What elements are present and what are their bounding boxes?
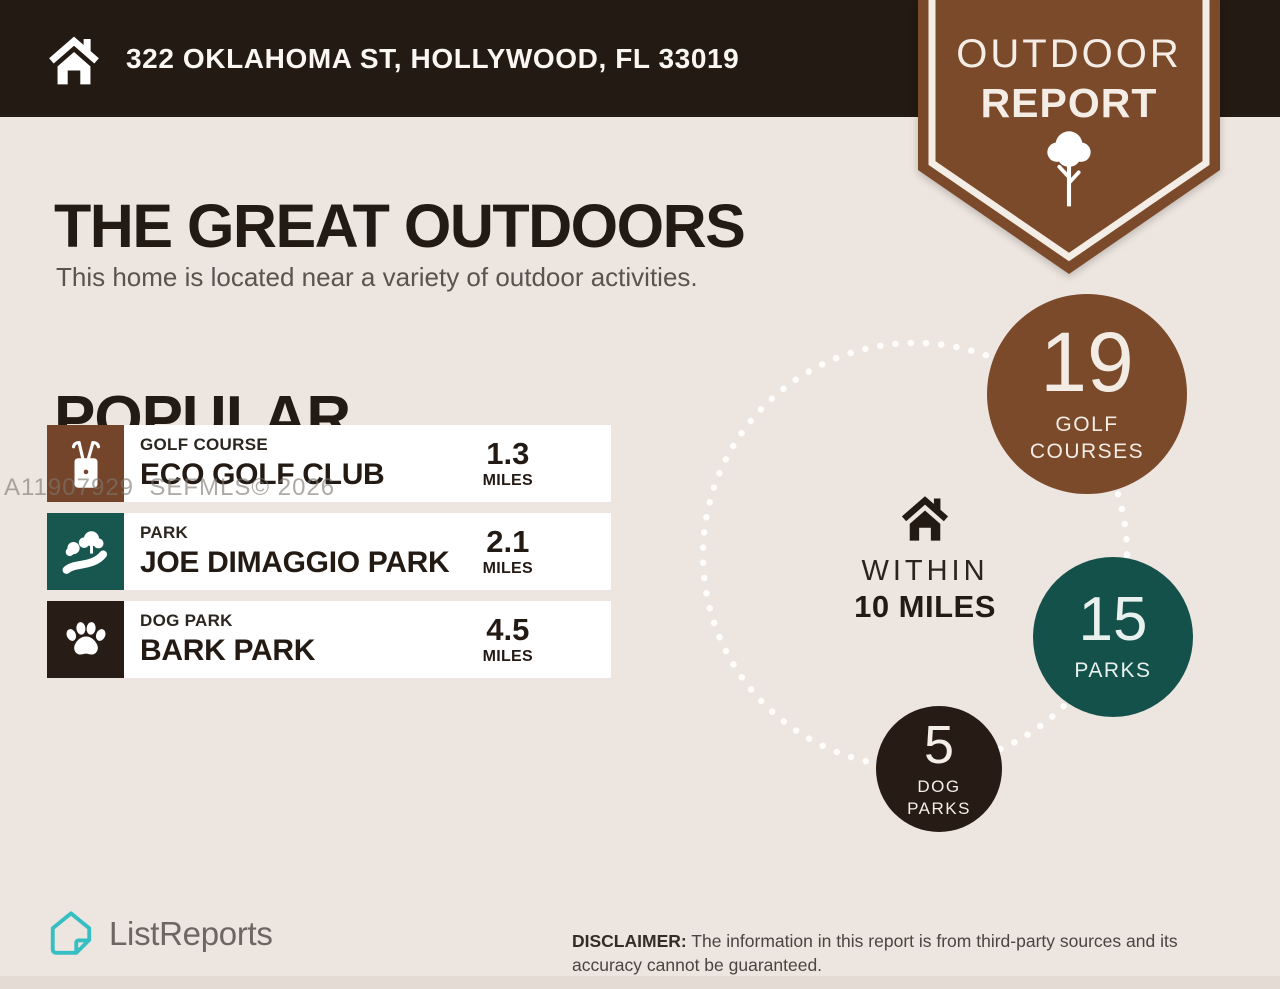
distance-unit: MILES	[482, 471, 533, 489]
listreports-logo: ListReports	[46, 910, 273, 957]
place-info: PARK JOE DIMAGGIO PARK	[140, 523, 450, 580]
stat-circle-golf-courses: 19 GOLF COURSES	[987, 294, 1187, 494]
disclaimer-body: The information in this report is from t…	[572, 930, 1178, 975]
stat-value: 15	[1078, 585, 1148, 655]
paw-icon	[66, 622, 105, 655]
disclaimer-label: DISCLAIMER:	[572, 930, 687, 951]
dog-park-card: DOG PARK BARK PARK 4.5 MILES	[124, 601, 611, 678]
place-name: BARK PARK	[140, 634, 316, 667]
dog-park-tile	[47, 601, 124, 678]
brand-name: ListReports	[109, 914, 273, 952]
home-icon	[49, 36, 99, 84]
distance-unit: MILES	[482, 647, 533, 665]
tree-icon	[1047, 131, 1091, 207]
house-icon	[901, 496, 949, 541]
list-item-park: PARK JOE DIMAGGIO PARK 2.1 MILES	[47, 513, 611, 590]
radius-miles-text: 10 MILES	[854, 589, 996, 624]
park-tile	[47, 513, 124, 590]
place-name: ECO GOLF CLUB	[140, 458, 385, 491]
park-card: PARK JOE DIMAGGIO PARK 2.1 MILES	[124, 513, 611, 590]
radius-within-text: WITHIN	[861, 555, 989, 587]
place-info: GOLF COURSE ECO GOLF CLUB	[140, 435, 385, 492]
list-item-golf-course: GOLF COURSE ECO GOLF CLUB 1.3 MILES	[47, 425, 611, 502]
outdoor-report-badge: OUTDOOR REPORT	[918, 0, 1220, 278]
golf-bag-icon	[71, 440, 100, 488]
place-distance: 2.1 MILES	[483, 526, 533, 578]
badge-line1: OUTDOOR	[956, 32, 1182, 76]
stat-circle-parks: 15 PARKS	[1033, 557, 1193, 717]
page-title: THE GREAT OUTDOORS	[54, 191, 746, 260]
mls-watermark: A11907929 SEFMLS© 2026	[4, 474, 336, 501]
place-distance: 4.5 MILES	[483, 614, 533, 666]
property-address: 322 OKLAHOMA ST, HOLLYWOOD, FL 33019	[126, 42, 740, 74]
stat-label: DOG PARKS	[907, 776, 971, 818]
stat-value: 5	[923, 714, 955, 775]
stat-circle-dog-parks: 5 DOG PARKS	[876, 706, 1002, 832]
page-subtitle: This home is located near a variety of o…	[56, 262, 698, 292]
bottom-strip	[0, 976, 1280, 989]
radius-dotted-ring	[699, 339, 1131, 771]
distance-value: 1.3	[486, 435, 530, 471]
disclaimer-text: DISCLAIMER: The information in this repo…	[572, 929, 1248, 977]
stat-value: 19	[1040, 314, 1134, 409]
park-icon	[62, 530, 107, 574]
popular-places-list: GOLF COURSE ECO GOLF CLUB 1.3 MILES	[47, 425, 611, 678]
stat-label: PARKS	[1074, 659, 1152, 683]
place-category: DOG PARK	[140, 611, 233, 630]
list-item-dog-park: DOG PARK BARK PARK 4.5 MILES	[47, 601, 611, 678]
stat-label: GOLF COURSES	[1029, 412, 1145, 463]
radius-label: WITHIN 10 MILES	[840, 492, 1010, 625]
listreports-logo-icon	[50, 911, 92, 955]
distance-value: 4.5	[486, 611, 530, 647]
place-info: DOG PARK BARK PARK	[140, 611, 315, 668]
place-category: PARK	[140, 523, 189, 542]
badge-line2: REPORT	[980, 80, 1158, 126]
place-category: GOLF COURSE	[140, 435, 268, 454]
distance-unit: MILES	[482, 559, 533, 577]
golf-tile	[47, 425, 124, 502]
badge-text: OUTDOOR REPORT	[918, 32, 1220, 127]
golf-course-card: GOLF COURSE ECO GOLF CLUB 1.3 MILES	[124, 425, 611, 502]
place-distance: 1.3 MILES	[483, 438, 533, 490]
distance-value: 2.1	[486, 523, 530, 559]
place-name: JOE DIMAGGIO PARK	[140, 546, 450, 579]
